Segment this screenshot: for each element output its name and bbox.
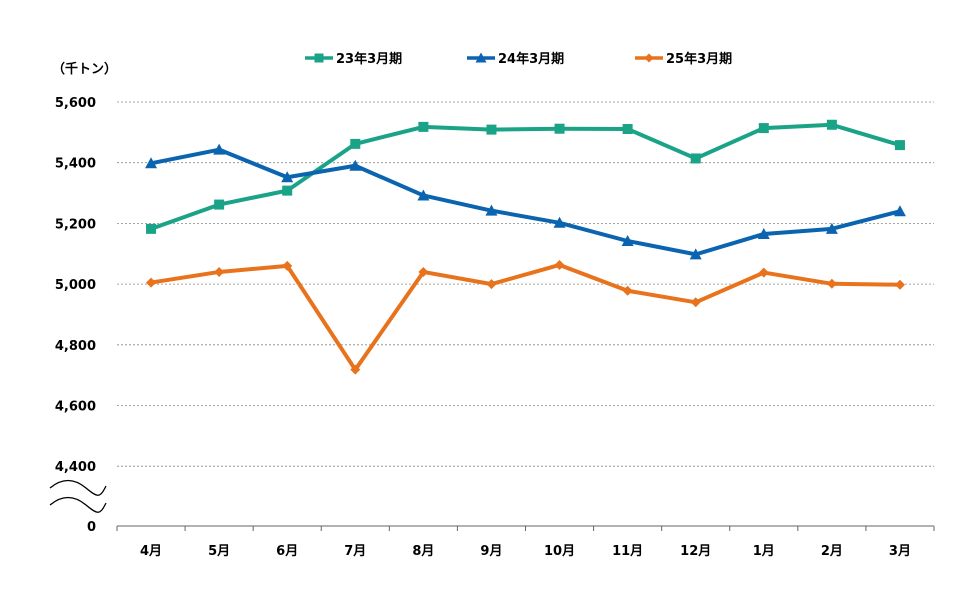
- legend-item: 24年3月期: [467, 51, 564, 67]
- data-point-marker: [350, 138, 361, 149]
- data-point-marker: [214, 266, 225, 277]
- data-point-marker: [690, 297, 701, 308]
- data-point-marker: [282, 185, 293, 196]
- x-tick-label: 9月: [480, 544, 502, 559]
- x-tick-label: 6月: [276, 544, 298, 559]
- data-point-marker: [825, 222, 838, 234]
- y-tick-label: 5,600: [55, 96, 96, 111]
- data-point-marker: [418, 266, 429, 277]
- data-point-marker: [486, 124, 497, 135]
- legend-label: 23年3月期: [336, 51, 402, 67]
- x-tick-label: 3月: [889, 544, 911, 559]
- y-axis-ticks: 5,600 5,400 5,200 5,000 4,800 4,600 4,400 0: [55, 96, 96, 535]
- y-tick-label: 0: [87, 520, 96, 535]
- data-point-marker: [894, 279, 905, 290]
- series-line: [150, 262, 900, 372]
- x-tick-label: 10月: [544, 544, 575, 559]
- legend: 23年3月期 24年3月期 25年3月期: [305, 51, 732, 67]
- data-point-marker: [213, 143, 226, 155]
- series-line: [150, 147, 901, 257]
- data-point-marker: [282, 260, 293, 271]
- data-point-marker: [758, 267, 769, 278]
- data-point-marker: [350, 364, 361, 375]
- series-diamond: [146, 259, 905, 375]
- data-point-marker: [418, 121, 429, 132]
- data-point-marker: [553, 216, 566, 228]
- x-tick-label: 5月: [208, 544, 230, 559]
- axes: [116, 525, 935, 531]
- data-point-marker: [689, 248, 702, 260]
- series-triangle: [145, 143, 906, 260]
- x-tick-label: 2月: [821, 544, 843, 559]
- legend-label: 24年3月期: [498, 51, 564, 67]
- x-tick-label: 4月: [140, 544, 162, 559]
- data-point-marker: [554, 123, 565, 134]
- y-tick-label: 4,800: [55, 339, 96, 354]
- series-group: [145, 119, 906, 375]
- y-tick-label: 4,400: [55, 460, 96, 475]
- data-point-marker: [621, 235, 634, 247]
- data-point-marker: [214, 199, 225, 210]
- data-point-marker: [644, 53, 654, 63]
- data-point-marker: [894, 140, 905, 151]
- data-point-marker: [485, 204, 498, 216]
- data-point-marker: [758, 123, 769, 134]
- axis-break-icon: [49, 479, 107, 513]
- data-point-marker: [475, 52, 487, 63]
- data-point-marker: [314, 53, 324, 63]
- data-point-marker: [281, 171, 294, 183]
- data-point-marker: [146, 277, 157, 288]
- data-point-marker: [145, 157, 158, 169]
- series-square: [146, 119, 905, 234]
- legend-label: 25年3月期: [666, 51, 732, 67]
- data-point-marker: [349, 159, 362, 171]
- x-tick-label: 11月: [612, 544, 643, 559]
- y-tick-label: 5,200: [55, 217, 96, 232]
- data-point-marker: [146, 223, 157, 234]
- legend-item: 23年3月期: [305, 51, 402, 67]
- y-tick-label: 5,400: [55, 157, 96, 172]
- data-point-marker: [826, 119, 837, 130]
- data-point-marker: [486, 279, 497, 290]
- data-point-marker: [622, 124, 633, 135]
- x-tick-label: 8月: [412, 544, 434, 559]
- legend-item: 25年3月期: [635, 51, 732, 67]
- series-line: [150, 122, 901, 231]
- y-tick-label: 4,600: [55, 400, 96, 415]
- data-point-marker: [757, 228, 770, 240]
- data-point-marker: [690, 153, 701, 164]
- y-axis-unit-label: （千トン）: [52, 61, 117, 77]
- x-axis-ticks: 4月 5月 6月 7月 8月 9月 10月 11月 12月 1月 2月 3月: [140, 544, 911, 559]
- data-point-marker: [622, 285, 633, 296]
- y-tick-label: 5,000: [55, 278, 96, 293]
- data-point-marker: [826, 278, 837, 289]
- data-point-marker: [417, 189, 430, 201]
- x-tick-label: 7月: [344, 544, 366, 559]
- data-point-marker: [893, 205, 906, 217]
- x-tick-label: 1月: [753, 544, 775, 559]
- x-tick-label: 12月: [680, 544, 711, 559]
- data-point-marker: [554, 259, 565, 270]
